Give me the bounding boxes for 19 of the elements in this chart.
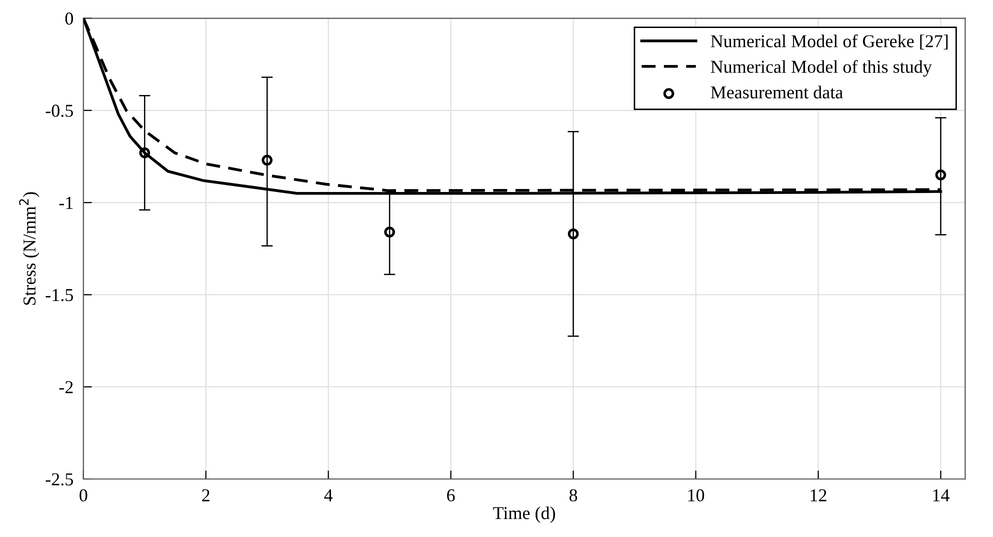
y-tick-label: -0.5 (46, 104, 73, 117)
y-tick-label: 0 (65, 12, 73, 25)
y-tick-label: -2 (59, 381, 73, 394)
x-tick-label: 0 (80, 489, 88, 502)
x-axis-title: Time (d) (493, 506, 556, 523)
x-tick-label: 12 (810, 489, 826, 502)
x-tick-label: 4 (324, 489, 333, 502)
x-tick-label: 6 (447, 489, 455, 502)
y-tick-label: -1 (59, 196, 73, 209)
x-tick-label: 14 (933, 489, 950, 502)
legend-label: Measurement data (710, 86, 843, 98)
legend-label: Numerical Model of this study (710, 60, 932, 77)
x-tick-label: 10 (688, 489, 704, 502)
y-tick-label: -2.5 (46, 473, 73, 486)
legend-label: Numerical Model of Gereke [27] (710, 34, 948, 50)
x-tick-label: 8 (569, 489, 578, 502)
x-tick-label: 2 (202, 489, 210, 502)
y-tick-label: -1.5 (46, 289, 73, 302)
y-axis-title: Stress (N/mm$^{2}$) (19, 192, 40, 305)
